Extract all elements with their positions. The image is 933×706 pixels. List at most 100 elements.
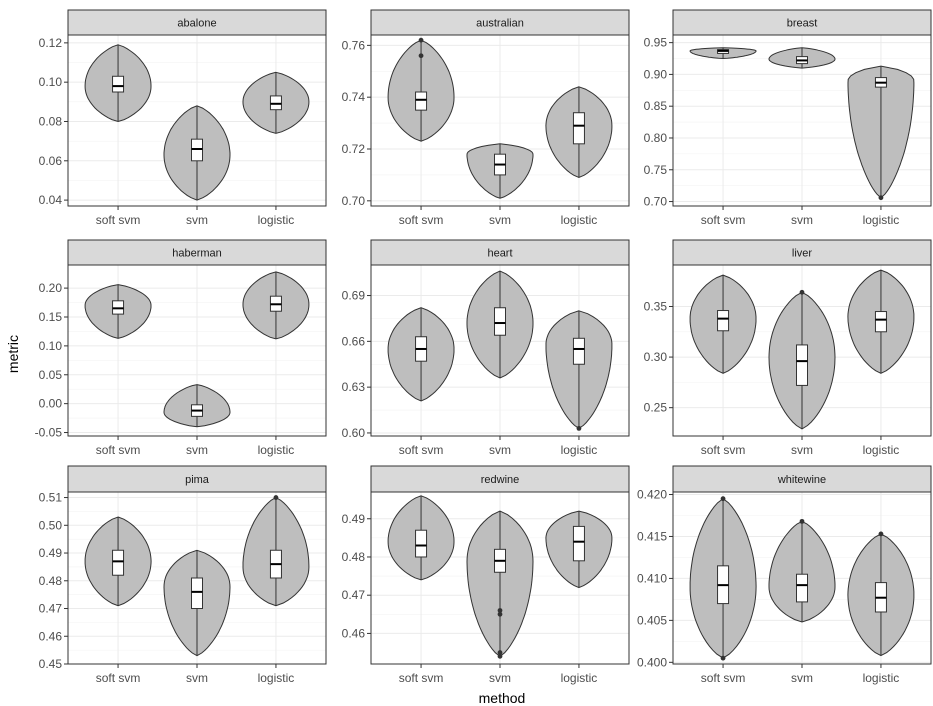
y-tick-label: 0.45 bbox=[39, 657, 63, 671]
outlier-point bbox=[418, 53, 424, 59]
violin-group-logistic bbox=[545, 310, 613, 431]
y-tick-label: 0.49 bbox=[39, 546, 63, 560]
outlier-point bbox=[720, 496, 726, 502]
y-tick-label: 0.10 bbox=[39, 339, 63, 353]
violin-group-svm bbox=[466, 510, 534, 659]
y-tick-label: 0.70 bbox=[644, 195, 668, 209]
x-tick-label: logistic bbox=[561, 443, 598, 457]
y-tick-label: 0.25 bbox=[644, 401, 668, 415]
box-iqr bbox=[191, 577, 203, 610]
violin-group-svm bbox=[768, 518, 836, 623]
violin-group-soft-svm bbox=[689, 496, 757, 661]
y-tick-label: 0.80 bbox=[644, 131, 668, 145]
x-tick-label: svm bbox=[791, 671, 813, 685]
facet-panel-breast: breast 0.70 0.75 0.80 0.85 0.90 0.95 soft svm sv… bbox=[644, 9, 932, 227]
violin-group-soft-svm bbox=[689, 274, 757, 374]
x-tick-label: soft svm bbox=[399, 671, 444, 685]
y-tick-label: 0.95 bbox=[644, 36, 668, 50]
violin-group-soft-svm bbox=[84, 284, 152, 339]
x-tick-label: logistic bbox=[561, 671, 598, 685]
y-tick-label: 0.51 bbox=[39, 491, 63, 505]
x-axis-title: method bbox=[479, 690, 526, 706]
facet-strip-label: breast bbox=[787, 18, 818, 30]
x-tick-label: logistic bbox=[863, 213, 900, 227]
y-tick-label: 0.50 bbox=[39, 518, 63, 532]
x-tick-label: soft svm bbox=[701, 671, 746, 685]
x-tick-label: logistic bbox=[863, 443, 900, 457]
x-tick-label: svm bbox=[791, 213, 813, 227]
facet-panel-pima: pima 0.45 0.46 0.47 0.48 0.49 0.50 0.51 soft svm… bbox=[39, 465, 327, 685]
box-iqr bbox=[572, 112, 585, 145]
x-tick-label: svm bbox=[489, 213, 511, 227]
outlier-point bbox=[878, 195, 884, 201]
y-tick-label: 0.49 bbox=[342, 512, 366, 526]
x-tick-label: soft svm bbox=[96, 443, 141, 457]
y-tick-label: 0.76 bbox=[342, 38, 366, 52]
y-tick-label: 0.30 bbox=[644, 350, 668, 364]
violin-group-logistic bbox=[242, 495, 310, 607]
outlier-point bbox=[497, 611, 503, 617]
outlier-point bbox=[497, 653, 503, 659]
y-tick-label: 0.405 bbox=[637, 613, 667, 627]
y-tick-label: 0.70 bbox=[342, 194, 366, 208]
violin-group-soft-svm bbox=[387, 495, 455, 581]
facet-strip bbox=[67, 9, 327, 36]
violin-group-logistic bbox=[545, 86, 613, 179]
violin-group-soft-svm bbox=[689, 47, 757, 60]
y-tick-label: 0.08 bbox=[39, 114, 63, 128]
y-tick-label: 0.410 bbox=[637, 571, 667, 585]
x-tick-label: logistic bbox=[561, 213, 598, 227]
y-tick-label: 0.69 bbox=[342, 289, 366, 303]
outlier-point bbox=[418, 37, 424, 43]
x-tick-label: logistic bbox=[863, 671, 900, 685]
y-tick-label: 0.75 bbox=[644, 163, 668, 177]
facet-panels: abalone 0.04 0.06 0.08 0.10 0.12 soft svm svm lo… bbox=[35, 9, 932, 685]
y-tick-label: 0.10 bbox=[39, 75, 63, 89]
y-tick-label: 0.12 bbox=[39, 36, 63, 50]
violin-group-svm bbox=[768, 289, 836, 430]
violin-group-logistic bbox=[242, 71, 310, 134]
violin-group-svm bbox=[163, 384, 231, 428]
facet-strip-label: pima bbox=[185, 474, 210, 486]
box-iqr bbox=[415, 529, 428, 558]
facet-strip-label: whitewine bbox=[777, 474, 826, 486]
violin-group-logistic bbox=[847, 269, 915, 374]
facet-strip-label: redwine bbox=[481, 474, 520, 486]
y-tick-label: 0.46 bbox=[342, 626, 366, 640]
y-tick-label: 0.47 bbox=[39, 602, 63, 616]
outlier-point bbox=[878, 531, 884, 537]
y-tick-label: 0.46 bbox=[39, 629, 63, 643]
violin-group-soft-svm bbox=[387, 37, 455, 142]
outlier-point bbox=[576, 425, 582, 431]
violin-group-logistic bbox=[847, 531, 915, 657]
y-tick-label: 0.74 bbox=[342, 90, 366, 104]
outlier-point bbox=[799, 289, 805, 295]
violin-group-soft-svm bbox=[387, 307, 455, 402]
y-tick-label: 0.20 bbox=[39, 281, 63, 295]
box-iqr bbox=[572, 525, 585, 562]
y-tick-label: 0.420 bbox=[637, 488, 667, 502]
box-iqr bbox=[796, 344, 808, 386]
facet-strip-label: abalone bbox=[177, 18, 216, 30]
box-iqr bbox=[494, 307, 506, 336]
violin-group-svm bbox=[466, 143, 534, 199]
facet-panel-whitewine: whitewine 0.400 0.405 0.410 0.415 0.420 soft s… bbox=[637, 465, 932, 685]
outlier-point bbox=[273, 495, 279, 500]
y-tick-label: 0.48 bbox=[39, 574, 63, 588]
facet-strip-label: haberman bbox=[172, 248, 222, 260]
x-tick-label: svm bbox=[489, 443, 511, 457]
y-tick-label: 0.72 bbox=[342, 142, 366, 156]
facet-strip bbox=[67, 465, 327, 493]
y-tick-label: 0.415 bbox=[637, 529, 667, 543]
box-iqr bbox=[112, 549, 125, 576]
violin-group-svm bbox=[163, 105, 231, 201]
violin-group-logistic bbox=[242, 271, 310, 340]
x-tick-label: logistic bbox=[258, 671, 295, 685]
violin-group-soft-svm bbox=[84, 44, 152, 123]
outlier-point bbox=[720, 655, 726, 661]
y-tick-label: 0.63 bbox=[342, 380, 366, 394]
facet-strip bbox=[370, 9, 630, 36]
y-tick-label: 0.05 bbox=[39, 368, 63, 382]
y-tick-label: 0.35 bbox=[644, 299, 668, 313]
facet-strip-label: liver bbox=[792, 248, 813, 260]
